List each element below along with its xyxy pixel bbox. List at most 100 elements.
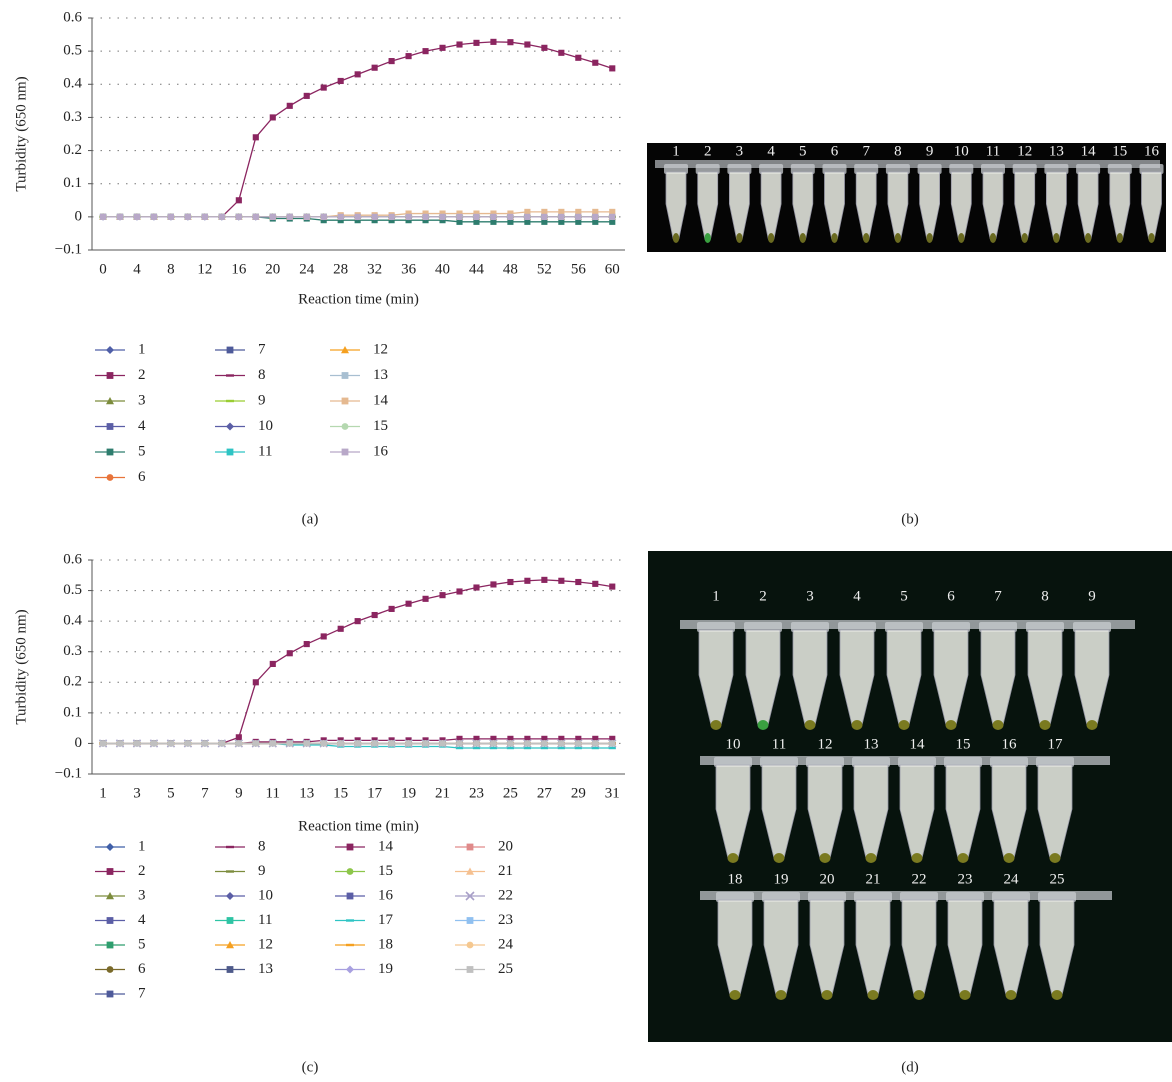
- marker: [269, 660, 276, 668]
- marker: [575, 735, 582, 742]
- marker: [269, 740, 276, 747]
- photo-label: 1: [712, 588, 720, 604]
- marker: [609, 218, 616, 225]
- legend-marker: [226, 374, 234, 377]
- marker: [235, 734, 242, 741]
- tube-pellet: [831, 233, 838, 243]
- legend-marker: [106, 868, 114, 875]
- legend-label: 8: [258, 838, 266, 854]
- tube-cap: [822, 164, 847, 174]
- legend-marker: [341, 397, 349, 405]
- legend-label: 1: [138, 838, 146, 854]
- x-tick-label: 52: [537, 261, 552, 277]
- marker: [388, 213, 395, 220]
- marker: [371, 64, 378, 71]
- marker: [456, 588, 463, 595]
- marker: [371, 213, 378, 220]
- y-tick-label: 0.2: [63, 674, 82, 690]
- marker: [303, 740, 310, 747]
- marker: [490, 218, 497, 225]
- marker: [456, 740, 463, 747]
- legend-marker: [106, 346, 114, 354]
- tube-cap: [854, 892, 892, 902]
- marker: [337, 625, 344, 632]
- legend-label: 15: [373, 418, 388, 434]
- x-axis-title: Reaction time (min): [298, 818, 419, 834]
- x-axis-title: Reaction time (min): [298, 291, 419, 307]
- legend-label: 13: [258, 961, 273, 977]
- tube-cap: [664, 164, 688, 174]
- marker: [337, 213, 344, 220]
- legend-marker: [106, 941, 114, 949]
- x-tick-label: 23: [469, 785, 484, 801]
- photo-label: 22: [912, 871, 927, 887]
- x-tick-label: 4: [133, 261, 141, 277]
- photo-label: 4: [767, 143, 775, 159]
- marker: [541, 735, 548, 742]
- marker: [133, 740, 141, 747]
- photo-label: 21: [866, 871, 881, 887]
- tube-cap: [1026, 622, 1064, 632]
- x-tick-label: 20: [265, 261, 280, 277]
- photo-label: 15: [1112, 143, 1127, 159]
- legend-marker: [226, 448, 234, 456]
- panel-caption: (a): [302, 511, 319, 527]
- x-tick-label: 5: [167, 785, 175, 801]
- y-tick-label: 0.4: [63, 76, 82, 92]
- tube-cap: [759, 164, 784, 174]
- legend-marker: [346, 868, 354, 875]
- photo-label: 15: [956, 736, 971, 752]
- marker: [575, 218, 582, 225]
- legend-label: 6: [138, 961, 146, 977]
- y-tick-label: 0.1: [63, 704, 82, 720]
- photo-label: 2: [759, 588, 767, 604]
- marker: [473, 210, 480, 217]
- marker: [524, 577, 531, 584]
- marker: [591, 746, 599, 750]
- marker: [439, 44, 446, 51]
- tube-cap: [917, 164, 942, 174]
- x-tick-label: 15: [333, 785, 348, 801]
- marker: [354, 618, 361, 625]
- tube-pellet: [958, 233, 965, 243]
- legend-label: 14: [373, 392, 389, 408]
- photo-label: 13: [864, 736, 879, 752]
- y-tick-label: 0.6: [63, 551, 82, 567]
- photo-label: 9: [1088, 588, 1096, 604]
- marker: [541, 576, 548, 583]
- photo-b: 1 2 3 4 5 6 7 8 9 10 11 12 13 14 15 16: [647, 143, 1166, 252]
- y-tick-label: 0.5: [63, 43, 82, 59]
- x-tick-label: 36: [401, 261, 417, 277]
- marker: [439, 592, 446, 599]
- marker: [337, 77, 344, 85]
- legend-label: 13: [373, 367, 388, 383]
- tube-pellet: [736, 233, 743, 243]
- tube-cap: [806, 757, 844, 767]
- marker: [524, 41, 531, 48]
- marker: [252, 213, 259, 220]
- photo-label: 20: [820, 871, 835, 887]
- tube-cap: [1076, 164, 1101, 174]
- legend-marker: [466, 867, 474, 875]
- photo-label: 12: [1017, 143, 1032, 159]
- legend-marker: [466, 917, 474, 924]
- marker: [473, 584, 480, 591]
- photo-label: 6: [947, 588, 955, 604]
- x-tick-label: 29: [571, 785, 586, 801]
- tube-pellet: [989, 233, 997, 243]
- marker: [354, 213, 361, 220]
- x-tick-label: 56: [571, 261, 587, 277]
- legend-label: 7: [258, 341, 266, 357]
- legend-label: 25: [498, 961, 513, 977]
- marker: [252, 740, 259, 747]
- tube-cap: [932, 622, 970, 632]
- tube-pellet: [1051, 990, 1063, 1000]
- tube-pellet: [819, 853, 831, 863]
- marker: [506, 746, 515, 750]
- tube-cap: [762, 892, 800, 902]
- y-tick-label: −0.1: [55, 765, 82, 781]
- marker: [558, 735, 565, 742]
- legend-label: 3: [138, 392, 146, 408]
- marker: [558, 218, 565, 225]
- series-line: [103, 41, 613, 218]
